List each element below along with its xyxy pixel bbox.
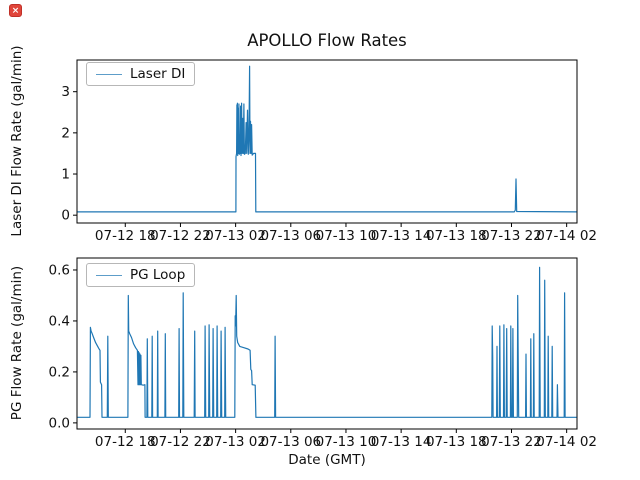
x-tick-label: 07-12 18 [95, 228, 156, 244]
x-tick-label: 07-13 10 [316, 228, 377, 244]
legend-laser-di: Laser DI [86, 62, 196, 86]
x-tick-label: 07-12 22 [150, 228, 211, 244]
legend-line-sample-icon [96, 274, 122, 276]
x-tick-label: 07-13 14 [371, 228, 432, 244]
xlabel-date-gmt: Date (GMT) [288, 452, 366, 468]
x-tick-label: 07-13 06 [260, 228, 321, 244]
x-tick-label: 07-12 18 [95, 434, 156, 450]
y-tick-label: 0.2 [49, 364, 70, 380]
y-tick-label: 0.6 [49, 262, 70, 278]
legend-label-laser-di: Laser DI [130, 66, 186, 82]
x-tick-label: 07-13 02 [205, 228, 266, 244]
y-tick-label: 0.4 [49, 313, 70, 329]
pg-loop-line [77, 266, 577, 418]
axes-frame [76, 257, 578, 430]
y-tick-label: 0.0 [49, 415, 70, 431]
x-tick-label: 07-14 02 [536, 434, 597, 450]
y-tick-label: 1 [61, 167, 70, 183]
y-tick-label: 3 [61, 84, 70, 100]
legend-pg-loop: PG Loop [86, 263, 196, 287]
x-tick-label: 07-12 22 [150, 434, 211, 450]
x-tick-label: 07-13 18 [426, 434, 487, 450]
y-tick-label: 2 [61, 125, 70, 141]
x-tick-label: 07-13 06 [260, 434, 321, 450]
x-tick-label: 07-13 14 [371, 434, 432, 450]
x-tick-label: 07-14 02 [536, 228, 597, 244]
legend-line-sample-icon [96, 73, 122, 75]
x-tick-label: 07-13 22 [481, 434, 542, 450]
x-tick-label: 07-13 10 [316, 434, 377, 450]
y-tick-label: 0 [61, 208, 70, 224]
laser-di-line [77, 65, 577, 213]
ylabel-pg-loop: PG Flow Rate (gal/min) [9, 265, 25, 421]
broken-image-icon: × [9, 4, 22, 17]
axes-frame [76, 59, 578, 224]
legend-label-pg-loop: PG Loop [130, 267, 186, 283]
ylabel-laser-di: Laser DI Flow Rate (gal/min) [9, 45, 25, 237]
x-tick-label: 07-13 18 [426, 228, 487, 244]
chart-title: APOLLO Flow Rates [247, 31, 407, 50]
x-tick-label: 07-13 22 [481, 228, 542, 244]
x-tick-label: 07-13 02 [205, 434, 266, 450]
